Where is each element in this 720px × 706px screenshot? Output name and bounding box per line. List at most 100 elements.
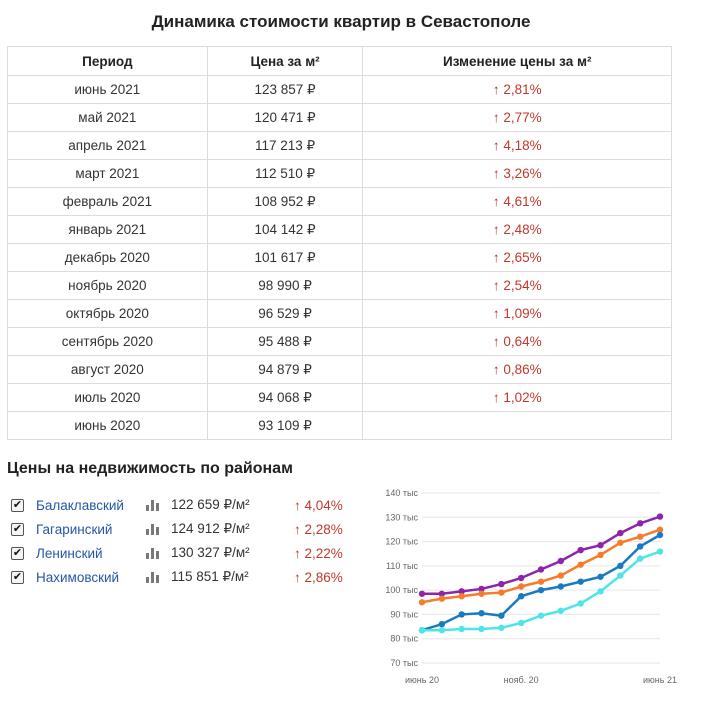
data-point[interactable] xyxy=(656,548,664,555)
data-point[interactable] xyxy=(597,542,604,549)
data-point[interactable] xyxy=(438,595,446,602)
table-row: май 2021 120 471 ₽ ↑ 2,77% xyxy=(7,103,672,132)
data-point[interactable] xyxy=(478,590,485,597)
data-point[interactable] xyxy=(656,526,664,533)
data-point[interactable] xyxy=(517,583,525,590)
data-point[interactable] xyxy=(636,543,644,550)
price-cell: 112 510 ₽ xyxy=(206,159,364,188)
data-point[interactable] xyxy=(478,585,485,593)
district-checkbox[interactable]: ✔ xyxy=(11,570,24,584)
district-price: 124 912 ₽/м² xyxy=(171,521,250,536)
data-point[interactable] xyxy=(537,612,545,619)
district-change: ↑ 4,04% xyxy=(294,497,343,513)
data-point[interactable] xyxy=(498,589,505,596)
x-tick-label: нояб. 20 xyxy=(504,675,539,685)
table-row: март 2021 112 510 ₽ ↑ 3,26% xyxy=(7,159,672,188)
change-cell: ↑ 1,09% xyxy=(362,299,672,328)
data-point[interactable] xyxy=(577,546,584,554)
change-cell: ↑ 2,48% xyxy=(362,215,672,244)
price-cell: 94 068 ₽ xyxy=(206,383,364,412)
data-point[interactable] xyxy=(617,529,624,537)
bar-chart-icon[interactable] xyxy=(146,499,160,511)
data-point[interactable] xyxy=(418,590,426,597)
data-point[interactable] xyxy=(636,533,644,540)
district-checkbox[interactable]: ✔ xyxy=(11,546,24,560)
data-point[interactable] xyxy=(537,566,545,573)
data-point[interactable] xyxy=(617,572,624,579)
data-point[interactable] xyxy=(656,513,664,520)
data-point[interactable] xyxy=(537,586,545,594)
change-cell: ↑ 4,18% xyxy=(362,131,672,160)
data-point[interactable] xyxy=(517,574,525,582)
data-point[interactable] xyxy=(438,620,446,628)
district-price: 130 327 ₽/м² xyxy=(171,545,250,560)
data-point[interactable] xyxy=(458,625,465,633)
header-period: Период xyxy=(7,46,208,76)
y-tick-label: 130 тыс xyxy=(385,512,418,522)
district-link[interactable]: Нахимовский xyxy=(36,569,120,585)
table-row: июнь 2020 93 109 ₽ xyxy=(7,411,672,440)
data-point[interactable] xyxy=(597,573,604,580)
data-point[interactable] xyxy=(498,580,505,588)
data-point[interactable] xyxy=(617,539,624,546)
data-point[interactable] xyxy=(498,612,505,619)
district-link[interactable]: Балаклавский xyxy=(36,497,124,513)
data-point[interactable] xyxy=(557,607,565,614)
data-point[interactable] xyxy=(597,588,604,595)
bar-chart-icon[interactable] xyxy=(146,571,160,583)
period-cell: апрель 2021 xyxy=(7,131,208,160)
data-point[interactable] xyxy=(636,520,644,527)
data-point[interactable] xyxy=(656,531,664,539)
y-tick-label: 80 тыс xyxy=(390,634,418,644)
data-point[interactable] xyxy=(597,551,604,559)
change-cell: ↑ 2,54% xyxy=(362,271,672,300)
bar-chart-icon[interactable] xyxy=(146,523,160,535)
data-point[interactable] xyxy=(438,627,446,634)
table-row: ноябрь 2020 98 990 ₽ ↑ 2,54% xyxy=(7,271,672,300)
price-cell: 120 471 ₽ xyxy=(206,103,364,132)
data-point[interactable] xyxy=(438,590,446,597)
data-point[interactable] xyxy=(636,555,644,562)
data-point[interactable] xyxy=(577,578,584,585)
change-cell: ↑ 2,65% xyxy=(362,243,672,272)
y-tick-label: 140 тыс xyxy=(385,488,418,498)
price-cell: 98 990 ₽ xyxy=(206,271,364,300)
district-checkbox[interactable]: ✔ xyxy=(11,522,24,536)
data-point[interactable] xyxy=(418,627,426,634)
table-row: июль 2020 94 068 ₽ ↑ 1,02% xyxy=(7,383,672,412)
price-cell: 117 213 ₽ xyxy=(206,131,364,160)
data-point[interactable] xyxy=(498,624,505,631)
data-point[interactable] xyxy=(517,619,525,627)
period-cell: июнь 2020 xyxy=(7,411,208,440)
price-cell: 108 952 ₽ xyxy=(206,187,364,216)
data-point[interactable] xyxy=(577,600,584,607)
table-row: сентябрь 2020 95 488 ₽ ↑ 0,64% xyxy=(7,327,672,356)
data-point[interactable] xyxy=(577,561,584,568)
price-cell: 93 109 ₽ xyxy=(206,411,364,440)
change-value: 2,77% xyxy=(503,110,542,125)
period-cell: сентябрь 2020 xyxy=(7,327,208,356)
data-point[interactable] xyxy=(458,593,465,600)
data-point[interactable] xyxy=(557,572,565,579)
arrow-up-icon: ↑ xyxy=(492,194,500,209)
district-change: ↑ 2,28% xyxy=(294,521,343,537)
table-row: январь 2021 104 142 ₽ ↑ 2,48% xyxy=(7,215,672,244)
data-point[interactable] xyxy=(517,593,525,600)
data-point[interactable] xyxy=(557,557,565,565)
data-point[interactable] xyxy=(557,583,565,590)
district-link[interactable]: Ленинский xyxy=(36,545,103,561)
data-point[interactable] xyxy=(537,578,545,585)
data-point[interactable] xyxy=(478,625,485,633)
data-point[interactable] xyxy=(458,611,465,618)
bar-chart-icon[interactable] xyxy=(146,547,160,559)
change-value: 2,81% xyxy=(503,82,542,97)
data-point[interactable] xyxy=(458,588,465,595)
district-link[interactable]: Гагаринский xyxy=(36,521,113,537)
data-point[interactable] xyxy=(418,599,426,606)
arrow-up-icon: ↑ xyxy=(492,278,500,293)
x-tick-label: июнь 20 xyxy=(405,675,439,685)
data-point[interactable] xyxy=(617,562,624,570)
district-checkbox[interactable]: ✔ xyxy=(11,498,24,512)
price-cell: 104 142 ₽ xyxy=(206,215,364,244)
data-point[interactable] xyxy=(478,610,485,617)
